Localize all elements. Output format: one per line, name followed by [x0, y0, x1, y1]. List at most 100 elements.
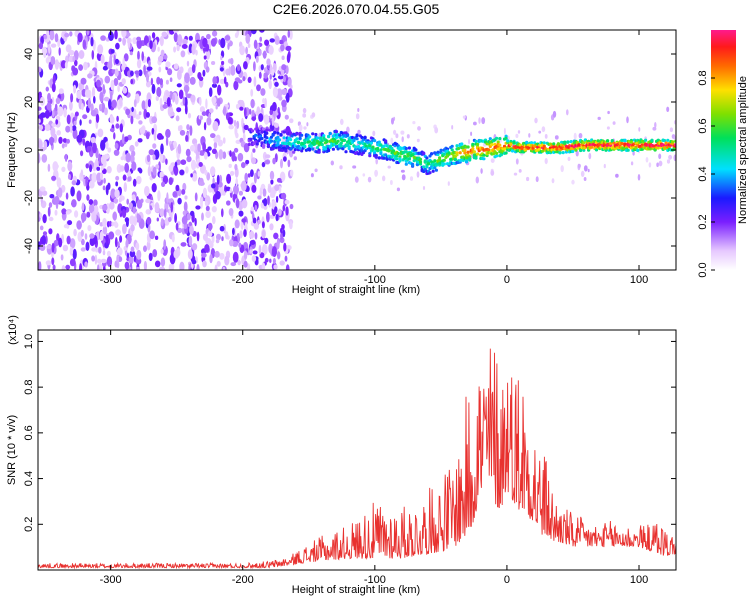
spectrogram-noise-cell — [81, 238, 85, 246]
spectrogram-noise-cell — [239, 45, 246, 56]
spectrogram-noise-cell — [49, 30, 55, 41]
spectrogram-noise-cell — [287, 159, 291, 168]
spectrogram-noise-cell — [145, 80, 151, 88]
spectrogram-noise-cell — [266, 58, 271, 66]
spectrogram-ridge-cell — [293, 148, 297, 152]
colorbar-tick-label: 0.4 — [697, 166, 709, 181]
spectrogram-noise-cell — [178, 89, 184, 100]
spectrogram-noise-cell — [58, 237, 63, 248]
spectrogram-noise-cell — [232, 240, 239, 247]
spectrogram-ridge-cell — [334, 130, 339, 134]
spectrogram-noise-cell — [282, 204, 286, 212]
spectrogram-noise-cell — [39, 225, 44, 231]
spectrogram-noise-cell — [44, 109, 50, 119]
spectrogram-ridge-cell — [281, 148, 285, 152]
spectrogram-ridge-cell — [249, 137, 253, 141]
spectrogram-noise-cell — [95, 113, 100, 123]
spectrogram-noise-cell — [210, 166, 216, 177]
spectrogram-ridge-cell — [482, 157, 486, 161]
spectrogram-ridge-cell — [447, 151, 451, 155]
spectrogram-noise-cell — [61, 166, 66, 172]
spectrogram-scatter-cell — [673, 120, 676, 125]
spectrogram-ridge-cell — [250, 129, 255, 133]
spectrogram-noise-cell — [263, 72, 269, 79]
spectrogram-ridge-cell — [541, 149, 545, 153]
spectrogram-noise-cell — [195, 49, 198, 56]
spectrogram-noise-cell — [235, 132, 239, 139]
spectrogram-ridge-cell — [450, 144, 454, 148]
spectrogram-noise-cell — [184, 195, 188, 200]
spectrogram-noise-cell — [113, 78, 119, 86]
spectrogram-noise-cell — [205, 98, 208, 109]
spectrogram-noise-cell — [158, 161, 161, 172]
spectrogram-scatter-cell — [567, 156, 571, 161]
spectrogram-noise-cell — [268, 45, 274, 55]
spectrogram-noise-cell — [90, 136, 96, 144]
spectrogram-noise-cell — [173, 30, 179, 33]
spectrogram-noise-cell — [191, 173, 198, 182]
spectrogram-noise-cell — [129, 144, 135, 153]
spectrogram-noise-cell — [284, 199, 290, 205]
spectrogram-noise-cell — [241, 162, 246, 169]
spectrogram-noise-cell — [96, 166, 101, 171]
spectrogram-noise-cell — [154, 202, 160, 213]
spectrogram-noise-cell — [99, 104, 102, 112]
spectrogram-noise-cell — [191, 159, 197, 171]
spectrogram-scatter-cell — [293, 156, 297, 161]
spectrogram-noise-cell — [48, 202, 53, 208]
spectrogram-noise-cell — [123, 53, 129, 62]
spectrogram-noise-cell — [194, 217, 197, 227]
spectrogram-noise-cell — [38, 152, 41, 164]
spectrogram-noise-cell — [268, 243, 273, 254]
spectrogram-ridge-cell — [300, 149, 304, 153]
spectrogram-noise-cell — [174, 95, 179, 105]
spectrogram-noise-cell — [253, 76, 257, 87]
spectrogram-ridge-cell — [384, 139, 388, 143]
spectrogram-noise-cell — [127, 175, 132, 182]
spectrogram-noise-cell — [136, 249, 142, 260]
spectrogram-noise-cell — [196, 231, 200, 242]
spectrogram-scatter-cell — [310, 173, 314, 178]
spectrogram-noise-cell — [151, 127, 155, 135]
spectrogram-noise-cell — [237, 259, 241, 266]
spectrogram-noise-cell — [88, 180, 95, 189]
spectrogram-noise-cell — [199, 181, 205, 186]
spectrogram-noise-cell — [63, 224, 69, 229]
spectrogram-ridge-cell — [626, 148, 630, 152]
spectrogram-ridge-cell — [368, 143, 372, 148]
spectrogram-noise-cell — [135, 257, 142, 265]
spectrogram-scatter-cell — [654, 122, 657, 128]
spectrogram-noise-cell — [44, 123, 51, 132]
spectrogram-noise-cell — [180, 242, 187, 247]
spectrogram-noise-cell — [229, 187, 232, 194]
spectrogram-noise-cell — [243, 61, 248, 70]
spectrogram-noise-cell — [167, 68, 173, 76]
spectrogram-ridge-cell — [289, 138, 293, 142]
spectrogram-noise-cell — [170, 143, 174, 151]
spectrogram-ridge-cell — [529, 141, 534, 145]
spectrogram-ridge-cell — [442, 158, 446, 162]
spectrogram-noise-cell — [198, 162, 203, 167]
spectrogram-ridge-cell — [379, 148, 383, 152]
spectrogram-noise-cell — [212, 121, 219, 132]
spectrogram-noise-cell — [277, 75, 284, 80]
spectrogram-ridge-cell — [320, 139, 324, 143]
spectrogram-noise-cell — [136, 266, 140, 270]
spectrogram-noise-cell — [116, 254, 120, 264]
spectrogram-ridge-cell — [466, 145, 470, 149]
y-tick-label: 1.0 — [23, 334, 35, 349]
spectrogram-scatter-cell — [401, 174, 406, 181]
spectrogram-noise-cell — [184, 72, 190, 84]
spectrogram-scatter-cell — [583, 177, 587, 181]
spectrogram-ridge-cell — [495, 151, 499, 155]
spectrogram-noise-cell — [151, 32, 156, 39]
spectrogram-noise-cell — [122, 223, 127, 235]
spectrogram-noise-cell — [234, 163, 238, 171]
spectrogram-ridge-cell — [255, 142, 259, 146]
spectrogram-noise-cell — [204, 169, 208, 176]
spectrogram-noise-cell — [289, 221, 293, 230]
spectrogram-noise-cell — [104, 107, 108, 116]
spectrogram-noise-cell — [263, 204, 268, 210]
spectrogram-noise-cell — [80, 103, 84, 111]
spectrogram-noise-cell — [199, 150, 206, 156]
